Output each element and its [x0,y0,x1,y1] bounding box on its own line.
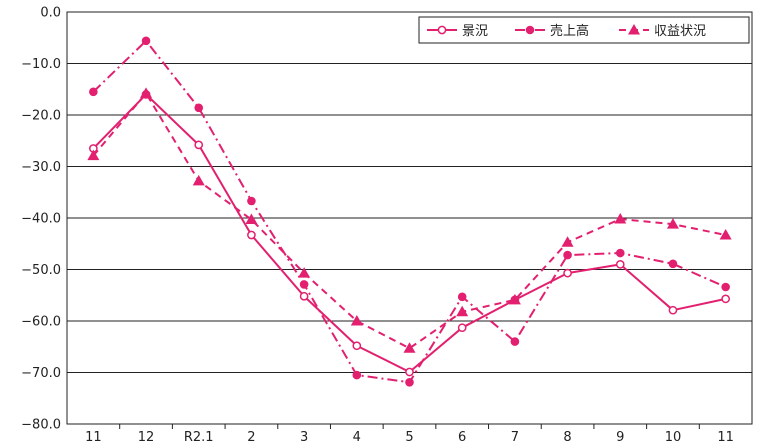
y-tick-label: −70.0 [21,366,61,381]
data-point [511,338,519,346]
data-point [459,324,466,331]
y-tick-label: −40.0 [21,212,61,227]
data-point [669,307,676,314]
x-tick-label: 11 [85,430,102,444]
data-point [140,87,152,98]
y-tick-label: −80.0 [21,418,61,433]
legend-marker [438,26,445,33]
legend-label: 収益状況 [654,24,706,39]
x-tick-label: 8 [563,430,571,444]
y-tick-label: 0.0 [40,6,61,21]
data-point [353,342,360,349]
y-tick-label: −50.0 [21,263,61,278]
axes: 0.0 −10.0 −20.0 −30.0 −40.0 −50.0 −60.0 −70.0 −8… [21,6,752,444]
series-line [93,93,725,348]
data-point [142,37,150,45]
data-point [406,378,414,386]
x-tick-label: 5 [405,430,413,444]
series-line [93,94,725,372]
y-tick-label: −60.0 [21,315,61,330]
data-point [193,175,205,186]
x-tick-label: 9 [616,430,624,444]
data-point [456,306,468,317]
data-point [458,293,466,301]
data-point [245,214,257,225]
data-point [300,281,308,289]
data-point [353,371,361,379]
x-tick-label: 3 [300,430,308,444]
data-point [248,197,256,205]
data-point [248,231,255,238]
data-point [562,236,574,247]
data-point [90,88,98,96]
y-tick-label: −20.0 [21,109,61,124]
series-layer [87,37,731,386]
data-point [195,104,203,112]
data-point [720,229,732,240]
x-tick-label: 10 [665,430,682,444]
data-point [195,141,202,148]
x-tick-label: R2.1 [184,430,214,444]
data-point [722,295,729,302]
legend-marker [526,26,534,34]
grid [67,12,752,424]
x-tick-label: 4 [353,430,361,444]
series-1 [90,91,730,376]
y-tick-label: −30.0 [21,160,61,175]
series-3 [87,87,731,352]
data-point [406,368,413,375]
series-line [93,41,725,382]
x-tick-label: 2 [247,430,255,444]
data-point [564,270,571,277]
data-point [564,251,572,259]
data-point [669,260,677,268]
data-point [301,293,308,300]
data-point [404,342,416,353]
legend-label: 売上高 [550,23,589,39]
data-point [617,261,624,268]
x-tick-label: 7 [511,430,519,444]
x-tick-label: 12 [138,430,155,444]
data-point [616,249,624,257]
x-tick-label: 6 [458,430,466,444]
legend: 景況 売上高 収益状況 [419,17,749,43]
series-2 [90,37,730,386]
legend-label: 景況 [462,24,488,39]
x-tick-label: 11 [717,430,734,444]
y-tick-label: −10.0 [21,57,61,72]
data-point [722,283,730,291]
